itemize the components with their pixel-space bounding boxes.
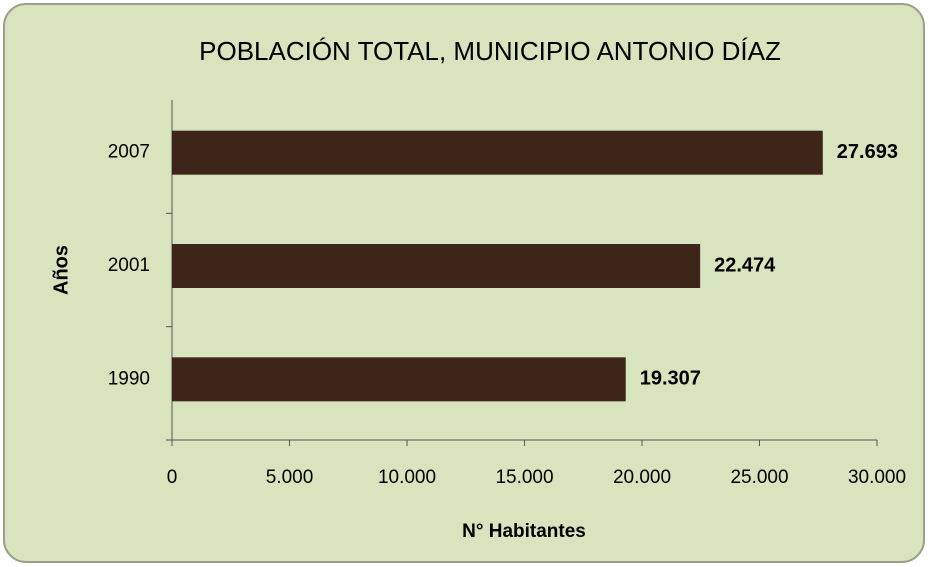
x-tick-label: 0 [167, 467, 178, 488]
bar [172, 130, 823, 175]
value-label: 22.474 [714, 254, 776, 276]
x-axis-label: N° Habitantes [462, 521, 586, 542]
chart-title: POBLACIÓN TOTAL, MUNICIPIO ANTONIO DÍAZ [199, 36, 781, 66]
x-tick-label: 10.000 [378, 467, 436, 488]
value-label: 19.307 [640, 368, 701, 390]
x-tick-label: 30.000 [848, 467, 906, 488]
x-tick-label: 20.000 [613, 467, 671, 488]
y-tick-label: 2001 [108, 255, 150, 276]
x-tick-label: 15.000 [495, 467, 553, 488]
value-label: 27.693 [837, 141, 898, 163]
y-tick-label: 1990 [108, 368, 150, 389]
x-tick-label: 25.000 [730, 467, 788, 488]
bar [172, 244, 701, 288]
y-tick-label: 2007 [108, 142, 150, 163]
x-tick-label: 5.000 [266, 467, 314, 488]
y-axis-label: Años [50, 245, 72, 295]
bar [172, 357, 626, 402]
